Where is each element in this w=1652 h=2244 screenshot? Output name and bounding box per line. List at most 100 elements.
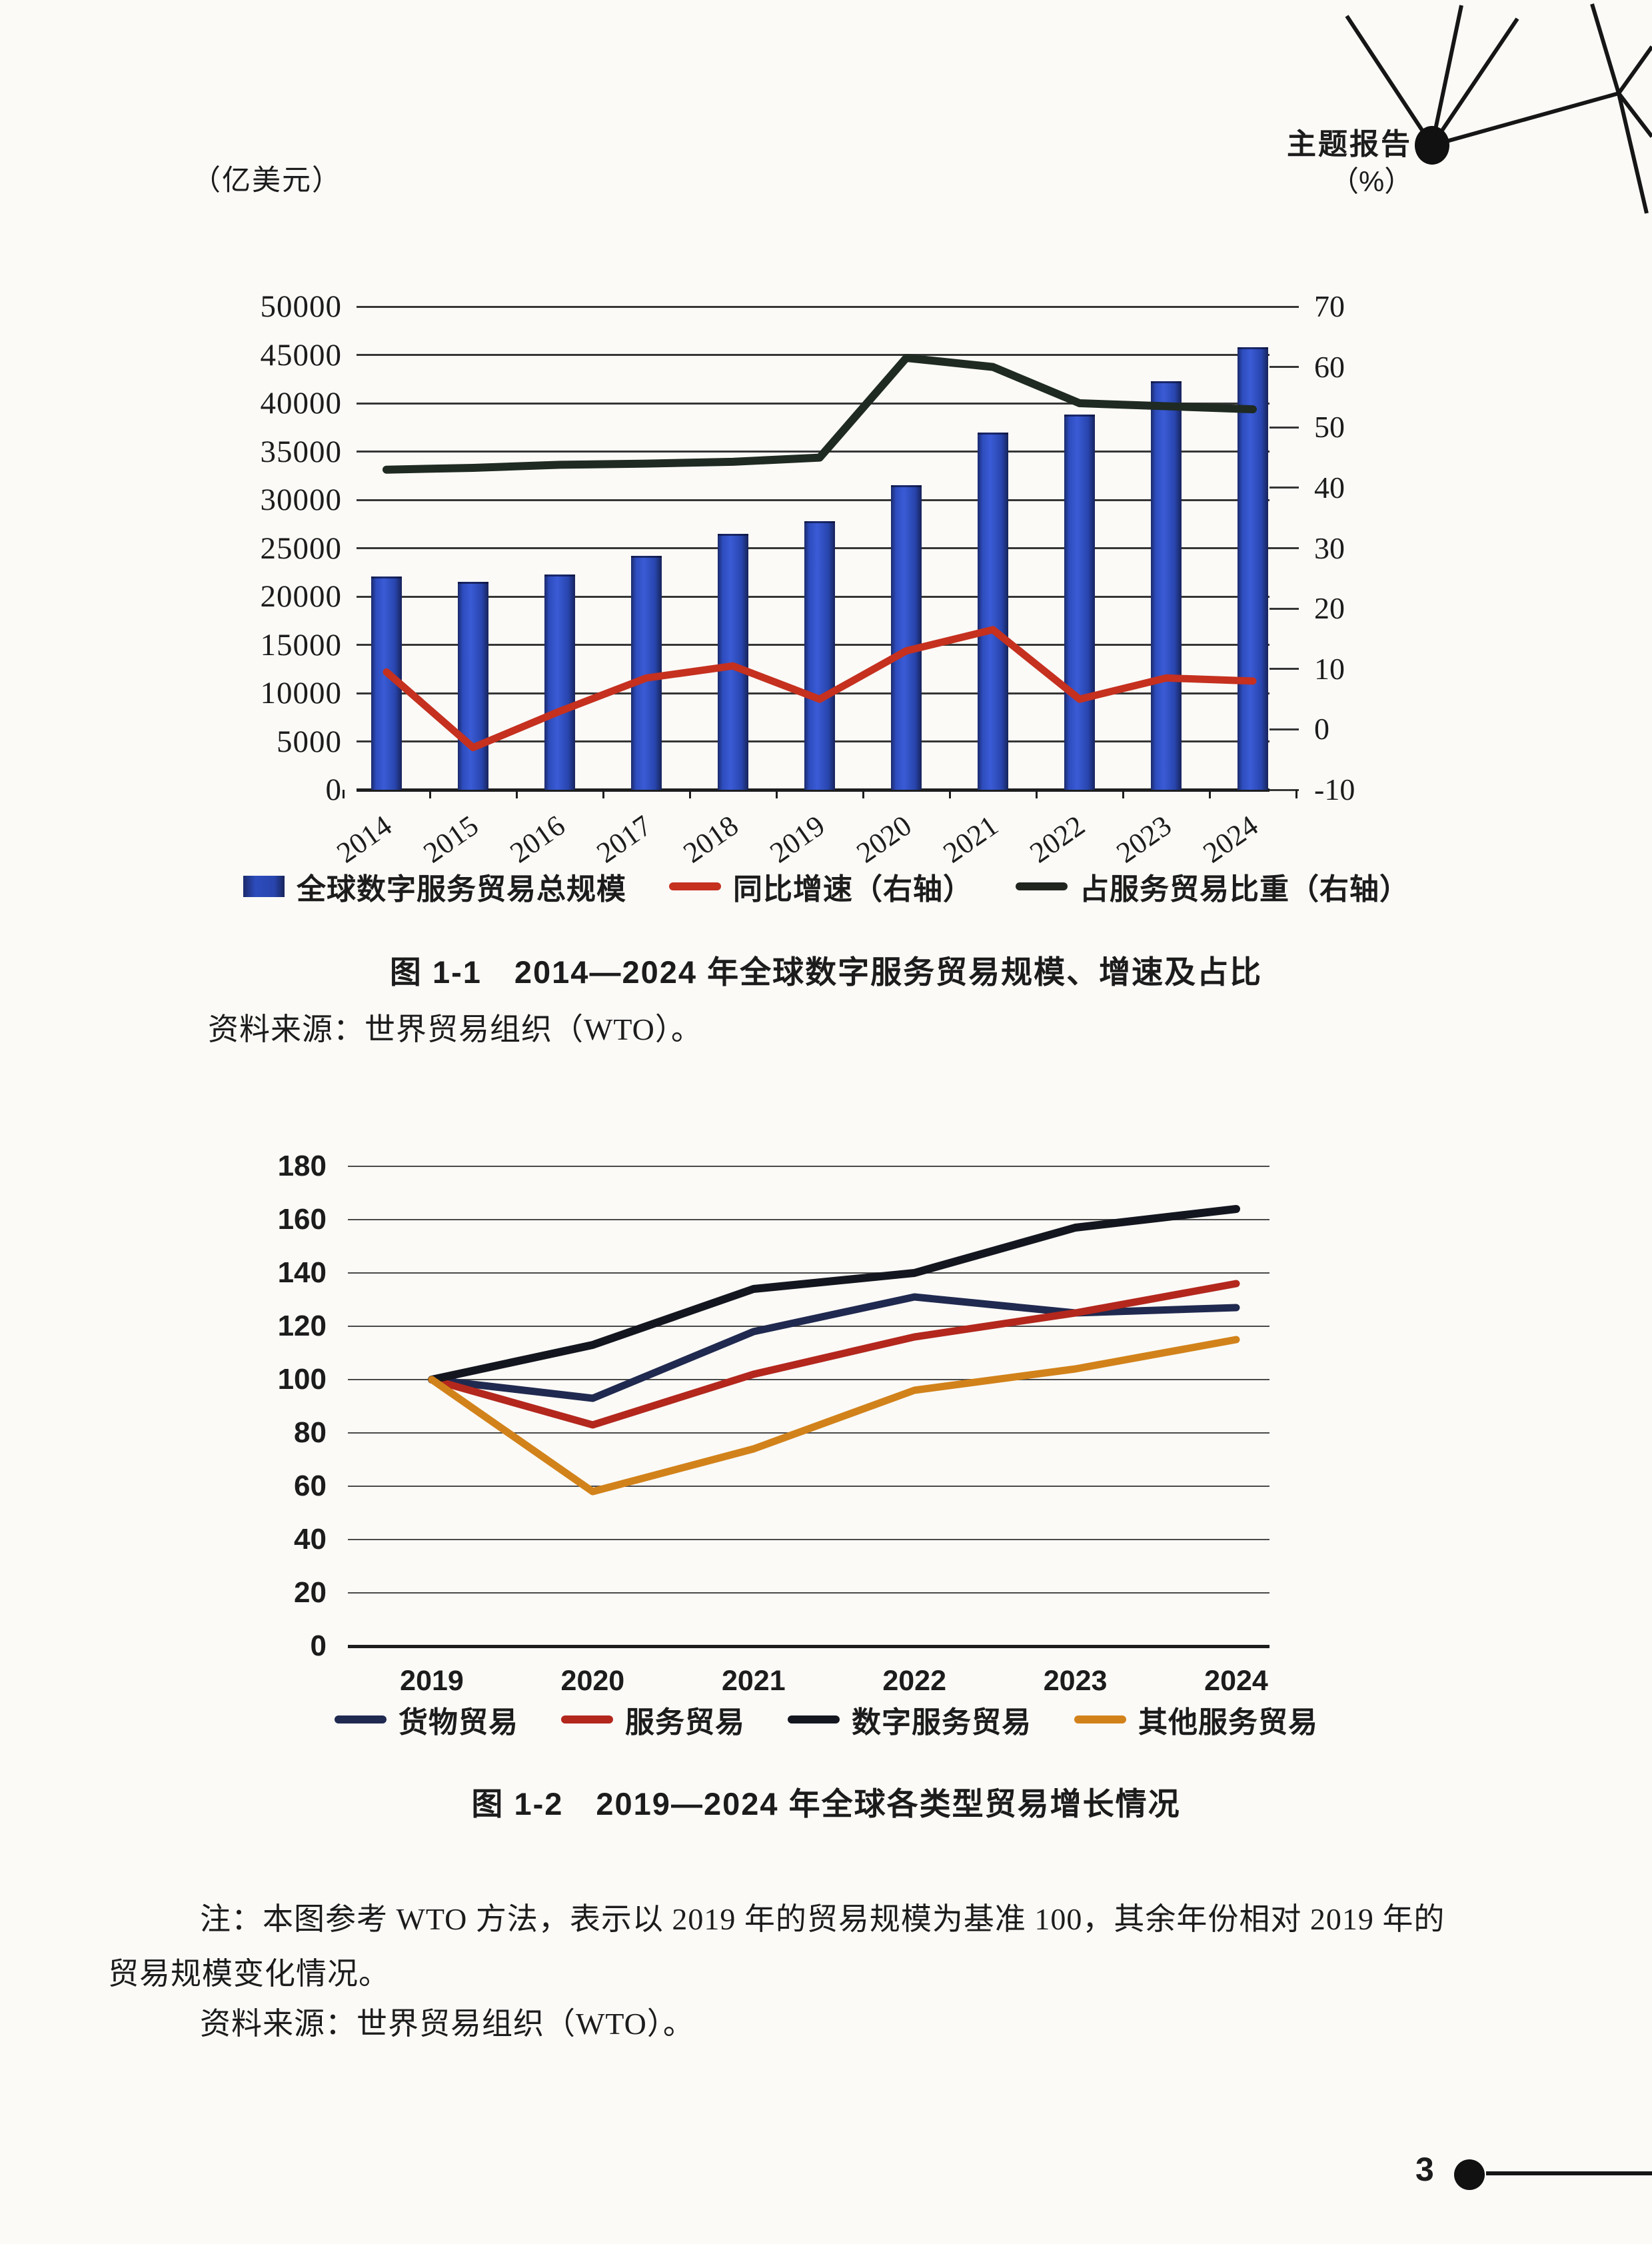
chart1-legend-item-1: 同比增速（右轴） xyxy=(669,865,973,908)
chart1-right-axis-unit: （%） xyxy=(1330,166,1413,198)
figure-1-2-note-line2: 贸易规模变化情况。 xyxy=(108,1957,390,1991)
c1-y-tick-25000: 25000 xyxy=(260,531,342,566)
c1-x-tick xyxy=(776,790,778,798)
network-edge xyxy=(1431,91,1619,147)
c2-gridline-140 xyxy=(348,1272,1269,1274)
page-title: 主题报告 xyxy=(1287,128,1412,161)
c1-right-stub-0 xyxy=(1269,728,1299,730)
c2-y-tick-0: 0 xyxy=(310,1630,327,1662)
chart2-legend: 货物贸易 服务贸易 数字服务贸易 其他服务贸易 xyxy=(167,1698,1486,1741)
c1-gridline-30000 xyxy=(357,499,1269,501)
c2-y-tick-160: 160 xyxy=(277,1203,327,1236)
network-node xyxy=(1415,126,1449,165)
figure-1-2-note-line1: 注：本图参考 WTO 方法，表示以 2019 年的贸易规模为基准 100，其余年… xyxy=(200,1902,1445,1936)
c1-x-tick xyxy=(429,790,431,798)
chart2-legend-swatch-0 xyxy=(335,1715,387,1723)
c1-right-tick-50: 50 xyxy=(1314,410,1345,445)
chart2-legend-item-3: 其他服务贸易 xyxy=(1074,1698,1318,1741)
bar-2016 xyxy=(544,574,575,790)
c1-right-stub-20 xyxy=(1269,607,1299,610)
c1-right-stub-10 xyxy=(1269,668,1299,670)
c1-right-tick-70: 70 xyxy=(1314,289,1345,323)
network-graphic xyxy=(1345,3,1652,214)
c1-gridline-45000 xyxy=(357,354,1269,356)
c1-right-tick-10: 10 xyxy=(1314,651,1345,686)
c1-x-tick xyxy=(949,790,951,798)
c1-right-tick--10: -10 xyxy=(1314,772,1355,806)
c1-right-tick-30: 30 xyxy=(1314,531,1345,565)
bar-2024 xyxy=(1238,347,1268,790)
c2-y-tick-80: 80 xyxy=(294,1416,327,1449)
c1-y-tick-35000: 35000 xyxy=(260,434,342,469)
chart1-legend-swatch-0 xyxy=(243,876,285,897)
c2-x-label-2019: 2019 xyxy=(400,1665,464,1697)
network-edge xyxy=(1430,5,1463,146)
chart2-legend-item-1: 服务贸易 xyxy=(561,1698,745,1741)
chart1-left-axis-unit: （亿美元） xyxy=(192,165,342,197)
bar-2017 xyxy=(631,556,662,790)
c2-gridline-100 xyxy=(348,1378,1269,1381)
chart1-legend-label-0: 全球数字服务贸易总规模 xyxy=(297,873,626,906)
figure-1-2-caption: 图 1-2 2019—2024 年全球各类型贸易增长情况 xyxy=(471,1786,1181,1821)
chart2-legend-label-2: 数字服务贸易 xyxy=(852,1706,1032,1739)
footer-dot xyxy=(1454,2159,1485,2190)
c1-right-tick-0: 0 xyxy=(1314,712,1329,746)
c1-gridline-35000 xyxy=(357,451,1269,453)
c2-gridline-120 xyxy=(348,1325,1269,1328)
c1-right-stub-60 xyxy=(1269,366,1299,369)
c1-y-tick-30000: 30000 xyxy=(260,483,342,517)
c1-x-tick xyxy=(862,790,864,798)
c1-right-stub-30 xyxy=(1269,547,1299,549)
chart2-legend-label-3: 其他服务贸易 xyxy=(1138,1706,1318,1739)
c1-right-stub-40 xyxy=(1269,487,1299,489)
chart1-legend-item-2: 占服务贸易比重（右轴） xyxy=(1016,865,1409,908)
c1-right-tick-20: 20 xyxy=(1314,591,1345,626)
c2-gridline-0 xyxy=(348,1644,1269,1648)
c2-gridline-20 xyxy=(348,1592,1269,1594)
chart2-legend-label-1: 服务贸易 xyxy=(625,1706,745,1739)
chart2-legend-swatch-3 xyxy=(1074,1715,1126,1723)
page-number: 3 xyxy=(1415,2151,1434,2188)
c2-x-label-2022: 2022 xyxy=(882,1665,947,1697)
c2-x-label-2023: 2023 xyxy=(1043,1665,1108,1697)
c2-x-label-2020: 2020 xyxy=(560,1665,625,1697)
chart2-legend-item-2: 数字服务贸易 xyxy=(788,1698,1032,1741)
figure-1-1-caption: 图 1-1 2014—2024 年全球数字服务贸易规模、增速及占比 xyxy=(389,954,1263,990)
chart2-legend-swatch-2 xyxy=(788,1715,840,1723)
c2-gridline-160 xyxy=(348,1218,1269,1221)
c1-y-tick-10000: 10000 xyxy=(260,676,342,710)
bar-2014 xyxy=(371,576,402,790)
c2-y-tick-100: 100 xyxy=(277,1363,327,1396)
chart2-legend-item-0: 货物贸易 xyxy=(335,1698,518,1741)
chart1-legend-swatch-1 xyxy=(669,882,721,890)
c1-y-tick-5000: 5000 xyxy=(277,724,342,759)
c1-y-tick-20000: 20000 xyxy=(260,579,342,614)
bar-2021 xyxy=(978,432,1008,790)
c2-y-tick-40: 40 xyxy=(294,1523,327,1556)
bar-2023 xyxy=(1151,381,1182,790)
c2-gridline-40 xyxy=(348,1538,1269,1541)
c1-y-tick-50000: 50000 xyxy=(260,289,342,324)
chart2-legend-label-0: 货物贸易 xyxy=(399,1706,518,1739)
network-edge xyxy=(1617,45,1652,95)
c1-y-tick-45000: 45000 xyxy=(260,337,342,373)
figure-1-1-source: 资料来源：世界贸易组织（WTO）。 xyxy=(208,1012,702,1046)
c1-x-tick xyxy=(1036,790,1038,798)
c1-right-stub--10 xyxy=(1269,788,1299,791)
bar-2020 xyxy=(891,485,922,790)
network-edge xyxy=(1430,17,1519,147)
c2-gridline-80 xyxy=(348,1432,1269,1434)
chart1-legend-label-2: 占服务贸易比重（右轴） xyxy=(1080,873,1409,906)
c2-y-tick-20: 20 xyxy=(294,1576,327,1609)
network-edge xyxy=(1617,93,1649,214)
c2-x-label-2024: 2024 xyxy=(1204,1665,1268,1697)
c1-x-tick xyxy=(1122,790,1124,798)
c1-x-tick xyxy=(516,790,518,798)
c1-right-tick-40: 40 xyxy=(1314,470,1345,505)
c1-y-tick-0: 0 xyxy=(325,772,342,807)
c1-y-tick-40000: 40000 xyxy=(260,386,342,421)
bar-2018 xyxy=(718,533,748,790)
chart1-legend-item-0: 全球数字服务贸易总规模 xyxy=(243,865,626,908)
chart1-legend-swatch-2 xyxy=(1016,882,1068,890)
